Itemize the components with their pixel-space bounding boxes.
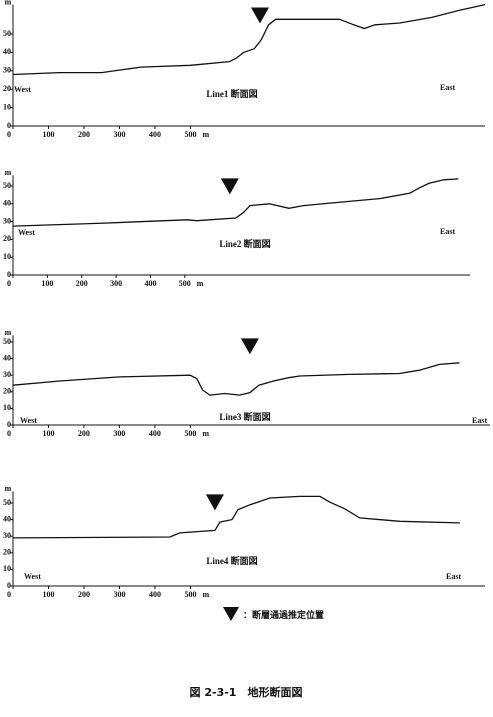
y-tick-label: 10 xyxy=(3,102,11,111)
y-tick-label: 50 xyxy=(3,29,11,38)
fault-marker xyxy=(205,494,224,511)
y-tick-label: 0 xyxy=(7,270,11,279)
line-label: Line1 断面図 xyxy=(206,88,257,99)
y-tick-label: 40 xyxy=(3,514,11,523)
y-tick-label: 20 xyxy=(3,84,11,93)
x-tick-label: 200 xyxy=(78,590,90,599)
y-unit: m xyxy=(5,484,12,493)
y-tick-label: 0 xyxy=(7,420,11,429)
x-tick-label: 500 xyxy=(179,279,191,288)
y-tick-label: 10 xyxy=(3,252,11,261)
west-label: West xyxy=(18,228,35,237)
y-tick-label: 20 xyxy=(3,548,11,557)
fault-marker xyxy=(240,338,259,355)
y-unit: m xyxy=(5,0,12,6)
west-label: West xyxy=(24,572,41,581)
x-tick-label: 400 xyxy=(144,279,156,288)
profile-line xyxy=(12,3,486,76)
x-tick-label: 300 xyxy=(110,279,122,288)
y-unit: m xyxy=(5,168,12,177)
east-label: East xyxy=(446,572,461,581)
west-label: West xyxy=(14,85,31,94)
y-tick-label: 40 xyxy=(3,199,11,208)
x-tick-label: 200 xyxy=(78,130,90,139)
x-tick-label: 0 xyxy=(7,590,11,599)
y-tick-label: 30 xyxy=(3,66,11,75)
x-tick-label: 400 xyxy=(149,590,161,599)
profile-line xyxy=(12,178,459,227)
y-tick-label: 50 xyxy=(3,498,11,507)
line-label: Line2 断面図 xyxy=(219,238,270,249)
y-tick-label: 20 xyxy=(3,387,11,396)
y-tick-label: 40 xyxy=(3,353,11,362)
x-tick-label: 0 xyxy=(7,130,11,139)
caption: 図 2-3-1 地形断面図 xyxy=(190,685,303,699)
east-label: East xyxy=(440,83,455,92)
x-tick-label: 500 xyxy=(184,590,196,599)
y-unit: m xyxy=(5,328,12,337)
x-tick-label: 100 xyxy=(42,429,54,438)
y-tick-label: 50 xyxy=(3,181,11,190)
line-label: Line4 断面図 xyxy=(206,555,257,566)
x-tick-label: 0 xyxy=(7,429,11,438)
x-unit: m xyxy=(202,130,209,139)
fault-marker xyxy=(251,7,270,24)
x-tick-label: 400 xyxy=(149,130,161,139)
y-tick-label: 50 xyxy=(3,337,11,346)
west-label: West xyxy=(20,416,37,425)
east-label: East xyxy=(472,416,487,425)
y-tick-label: 10 xyxy=(3,564,11,573)
profile-line xyxy=(12,362,460,396)
x-tick-label: 500 xyxy=(184,429,196,438)
x-unit: m xyxy=(202,429,209,438)
y-tick-label: 20 xyxy=(3,234,11,243)
x-unit: m xyxy=(197,279,204,288)
legend-marker xyxy=(223,607,239,621)
x-tick-label: 300 xyxy=(113,130,125,139)
y-tick-label: 30 xyxy=(3,216,11,225)
y-tick-label: 30 xyxy=(3,531,11,540)
x-tick-label: 200 xyxy=(78,429,90,438)
y-tick-label: 10 xyxy=(3,403,11,412)
y-tick-label: 30 xyxy=(3,370,11,379)
legend-text: ：断層通過推定位置 xyxy=(243,609,324,620)
fault-marker xyxy=(220,178,239,195)
line-label: Line3 断面図 xyxy=(219,411,270,422)
y-tick-label: 40 xyxy=(3,47,11,56)
y-tick-label: 0 xyxy=(7,581,11,590)
east-label: East xyxy=(440,227,455,236)
y-tick-label: 0 xyxy=(7,121,11,130)
x-tick-label: 200 xyxy=(76,279,88,288)
x-tick-label: 0 xyxy=(7,279,11,288)
x-tick-label: 100 xyxy=(42,590,54,599)
x-tick-label: 100 xyxy=(42,130,54,139)
x-tick-label: 500 xyxy=(184,130,196,139)
x-tick-label: 300 xyxy=(113,590,125,599)
profile-line xyxy=(12,495,460,539)
x-tick-label: 300 xyxy=(113,429,125,438)
x-tick-label: 400 xyxy=(149,429,161,438)
x-tick-label: 100 xyxy=(41,279,53,288)
x-unit: m xyxy=(202,590,209,599)
